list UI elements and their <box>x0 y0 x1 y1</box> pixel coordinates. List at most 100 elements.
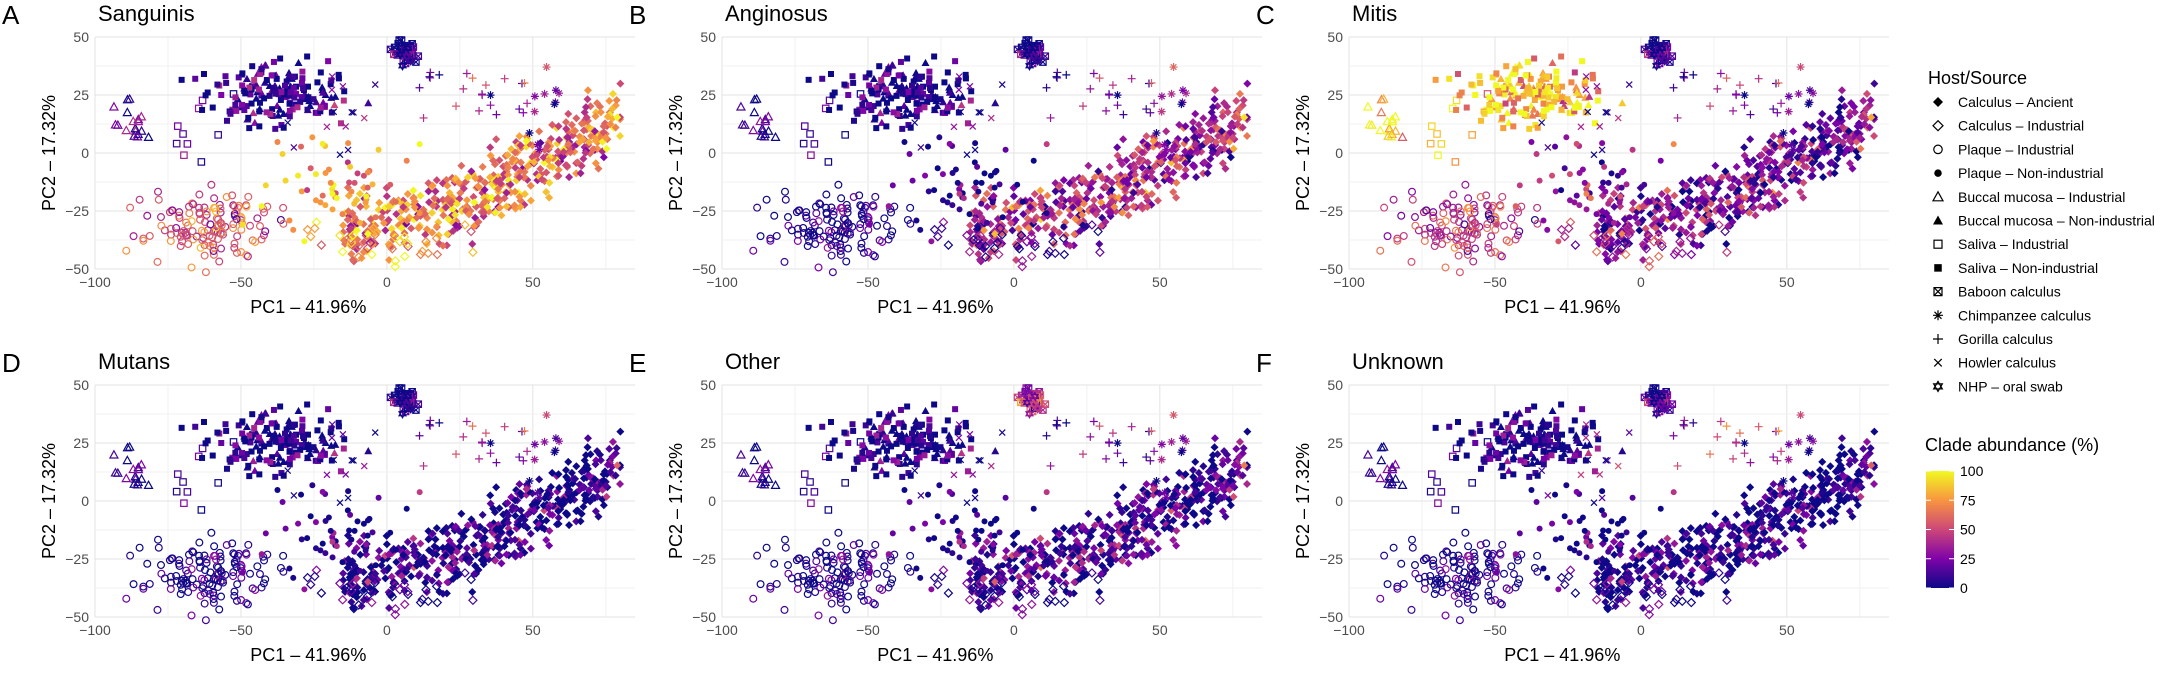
data-point <box>1080 199 1089 208</box>
y-tick-label: −50 <box>1319 261 1343 277</box>
data-point <box>346 527 353 534</box>
data-point <box>428 201 437 210</box>
data-point <box>1477 117 1484 124</box>
data-point <box>463 173 472 182</box>
data-point <box>467 167 476 176</box>
data-point <box>179 478 187 486</box>
data-point <box>304 83 311 90</box>
data-point <box>1769 105 1778 114</box>
data-point <box>1853 153 1862 162</box>
data-point <box>1149 137 1158 146</box>
data-point <box>1646 198 1653 205</box>
data-point <box>944 199 951 206</box>
data-point <box>1113 143 1122 152</box>
data-point <box>1432 76 1439 83</box>
data-point <box>486 101 495 110</box>
data-point <box>1041 223 1050 232</box>
x-tick-label: 0 <box>1010 274 1018 290</box>
data-point <box>227 458 234 465</box>
data-point <box>956 190 963 197</box>
data-point <box>1789 127 1798 136</box>
data-point <box>1517 109 1524 116</box>
data-point <box>375 146 382 153</box>
data-point <box>253 562 262 571</box>
data-point <box>1131 170 1140 179</box>
data-point <box>364 184 371 191</box>
data-point <box>390 256 401 266</box>
data-point <box>364 99 373 107</box>
data-point <box>1023 214 1032 223</box>
data-point <box>1095 588 1104 597</box>
data-point <box>184 588 193 597</box>
data-point <box>310 444 317 451</box>
data-point <box>834 180 843 189</box>
data-point <box>1055 201 1064 210</box>
data-point <box>328 109 335 116</box>
data-point <box>1198 126 1207 135</box>
data-point <box>968 88 975 95</box>
data-point <box>256 108 263 115</box>
data-point <box>480 185 489 194</box>
data-point <box>180 151 188 159</box>
data-point <box>443 230 452 239</box>
data-point <box>481 81 490 90</box>
data-point <box>1600 179 1607 186</box>
data-point <box>457 161 466 170</box>
data-point <box>337 594 348 605</box>
data-point <box>314 427 321 434</box>
data-point <box>347 511 354 518</box>
data-point <box>387 243 398 254</box>
data-point <box>417 246 428 257</box>
data-point <box>278 437 285 444</box>
data-point <box>1426 139 1435 148</box>
data-point <box>836 104 843 111</box>
data-point <box>1202 138 1211 147</box>
data-point <box>410 197 419 206</box>
data-point <box>329 190 336 197</box>
data-point <box>901 138 908 145</box>
data-point <box>438 241 447 250</box>
data-point <box>1122 203 1131 212</box>
data-point <box>182 218 191 227</box>
data-point <box>1048 236 1058 247</box>
data-point <box>1509 222 1518 231</box>
data-point <box>1495 107 1502 114</box>
data-point <box>1017 261 1028 272</box>
data-point <box>828 268 837 277</box>
data-point <box>1232 444 1241 453</box>
data-point <box>1500 84 1507 91</box>
data-point <box>322 202 329 209</box>
data-point <box>927 85 934 92</box>
data-point <box>1213 102 1222 111</box>
panel-letter: C <box>1256 0 1275 30</box>
data-point <box>1243 427 1252 436</box>
data-point <box>340 445 347 452</box>
data-point <box>353 252 364 262</box>
data-point <box>937 96 944 103</box>
data-point <box>504 170 513 179</box>
data-point <box>1493 70 1500 77</box>
data-point <box>545 193 554 202</box>
data-point <box>279 203 288 212</box>
data-point <box>1510 123 1517 130</box>
panel-title: Mitis <box>1352 1 1397 26</box>
data-point <box>481 178 490 187</box>
data-point <box>452 450 461 459</box>
data-point <box>939 171 946 178</box>
data-point <box>230 202 239 211</box>
data-point <box>1078 174 1087 183</box>
data-point <box>523 447 532 456</box>
data-point <box>1095 74 1104 83</box>
data-point <box>506 180 515 189</box>
data-point <box>1740 91 1749 100</box>
data-point <box>904 55 911 62</box>
data-point <box>1105 510 1114 519</box>
data-point <box>188 227 197 236</box>
data-point <box>516 141 525 150</box>
data-point <box>200 599 209 608</box>
data-point <box>1206 135 1215 144</box>
data-point <box>1407 257 1416 266</box>
data-point <box>348 225 355 232</box>
data-point <box>1818 109 1827 118</box>
data-point <box>960 195 967 202</box>
